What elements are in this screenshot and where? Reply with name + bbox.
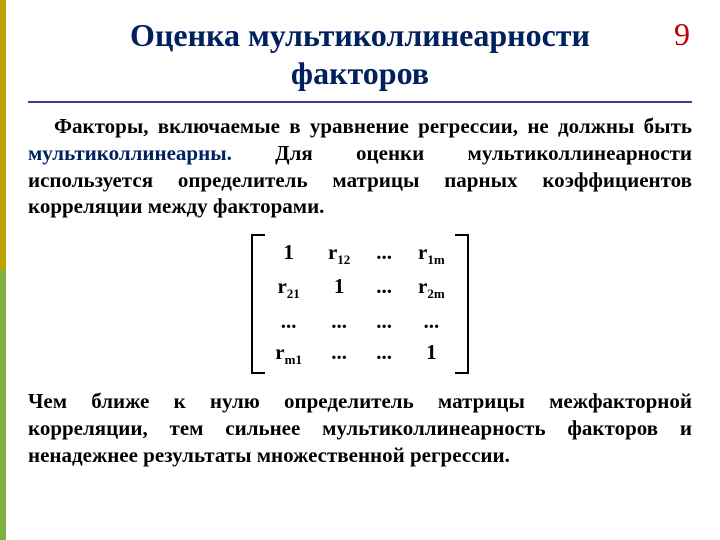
- matrix-cell: ...: [275, 309, 302, 334]
- matrix-cell: ...: [376, 309, 392, 334]
- title-line-2: факторов: [291, 55, 429, 91]
- matrix-cell: r1m: [418, 240, 445, 268]
- matrix-cell: 1: [418, 340, 445, 368]
- matrix-cell: ...: [376, 340, 392, 368]
- side-stripe: [0, 0, 6, 540]
- matrix-cell: r2m: [418, 274, 445, 302]
- stripe-bottom: [0, 270, 6, 540]
- matrix-block: 1 r12... r1m r21 1... r2m............ rm1.....…: [0, 234, 720, 374]
- matrix-cell: ...: [328, 309, 350, 334]
- para1-highlight: мультиколлинеарны.: [28, 141, 232, 165]
- matrix-bracket-left: [251, 234, 265, 374]
- matrix-cell: ...: [376, 274, 392, 302]
- correlation-matrix: 1 r12... r1m r21 1... r2m............ rm1.....…: [251, 234, 468, 374]
- stripe-top: [0, 0, 6, 270]
- matrix-cell: ...: [328, 340, 350, 368]
- matrix-cell: ...: [376, 240, 392, 268]
- paragraph-1: Факторы, включаемые в уравнение регресси…: [28, 113, 692, 221]
- matrix-cell: 1: [328, 274, 350, 302]
- para1-text-a: Факторы, включаемые в уравнение регресси…: [54, 114, 692, 138]
- slide-title: Оценка мультиколлинеарности факторов: [40, 0, 680, 93]
- page-number: 9: [674, 16, 690, 53]
- matrix-cell: r12: [328, 240, 350, 268]
- matrix-cell: ...: [418, 309, 445, 334]
- title-line-1: Оценка мультиколлинеарности: [130, 17, 590, 53]
- matrix-cell: r21: [275, 274, 302, 302]
- paragraph-2: Чем ближе к нулю определитель матрицы ме…: [28, 388, 692, 469]
- matrix-cell: 1: [275, 240, 302, 268]
- matrix-cell: rm1: [275, 340, 302, 368]
- matrix-grid: 1 r12... r1m r21 1... r2m............ rm1.....…: [265, 234, 454, 374]
- title-rule: [28, 101, 692, 103]
- matrix-bracket-right: [455, 234, 469, 374]
